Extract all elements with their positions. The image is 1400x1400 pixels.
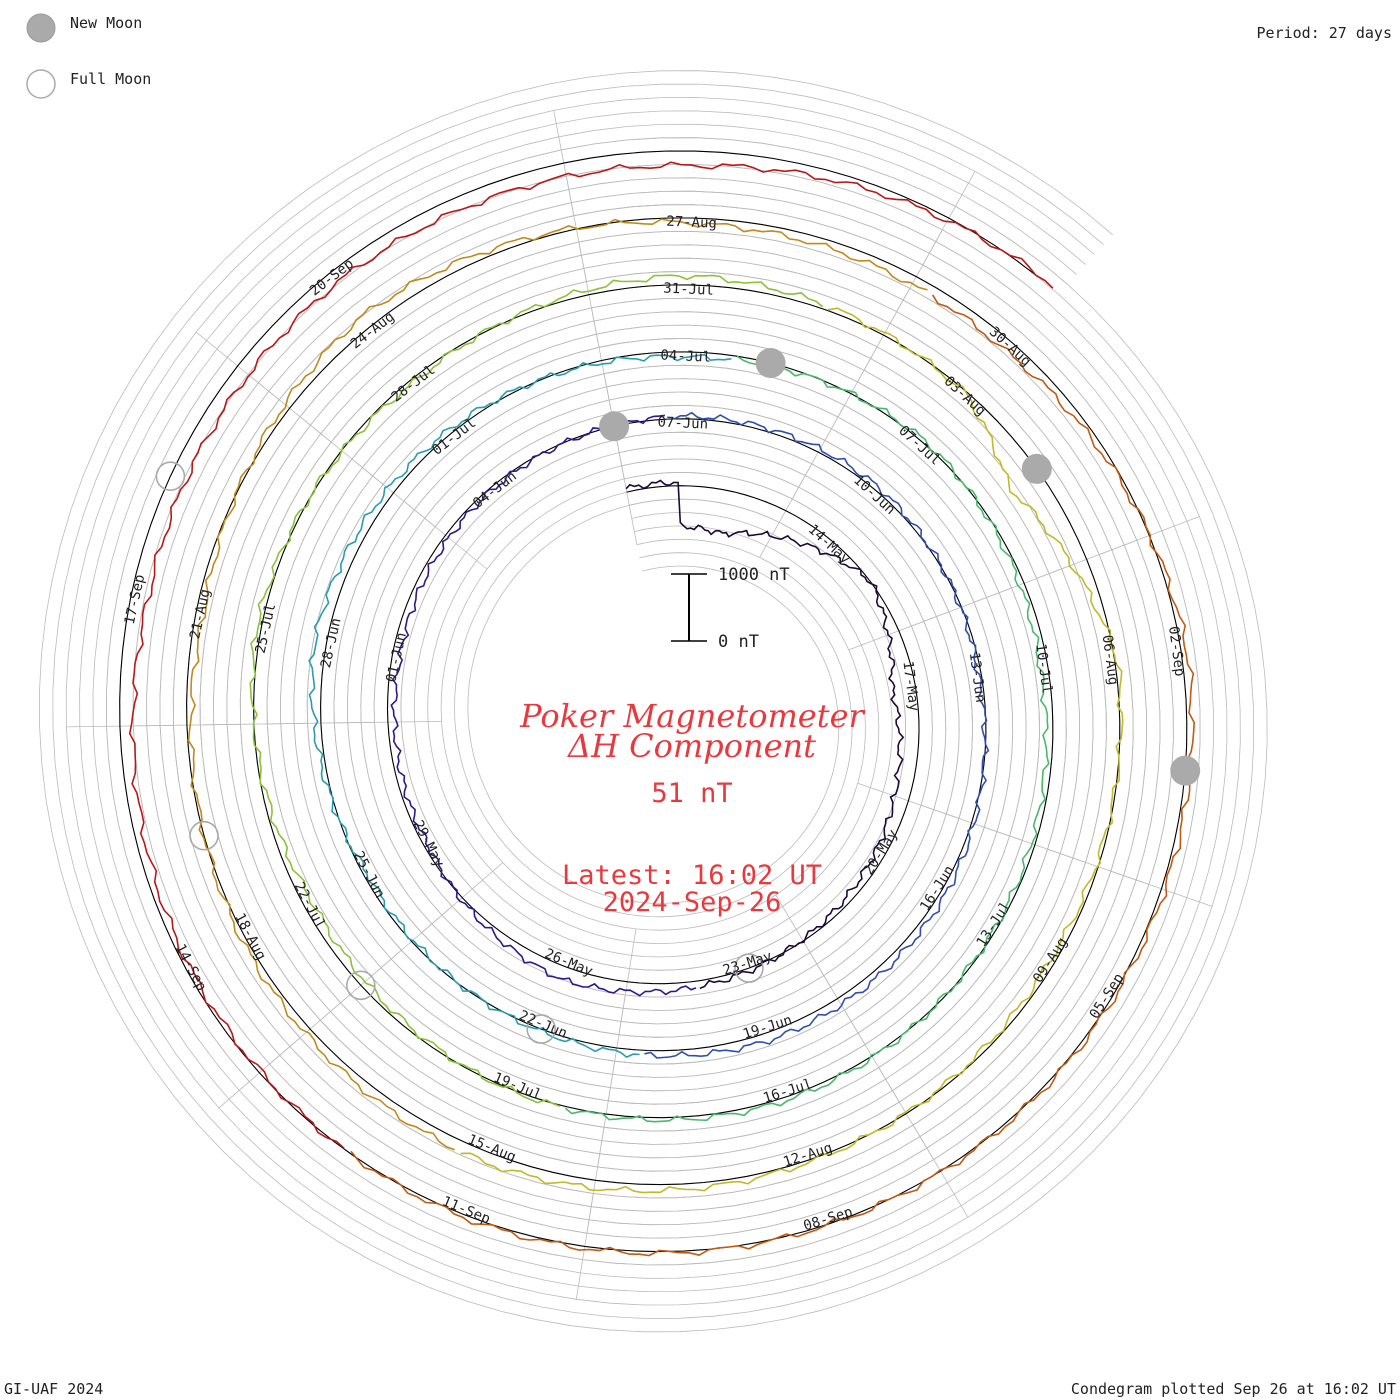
date-label: 14-May — [805, 522, 853, 568]
trace-segment — [187, 218, 928, 1151]
date-label: 28-Jul — [389, 362, 439, 405]
trace-segment — [644, 411, 990, 1059]
date-label: 12-Aug — [781, 1140, 834, 1170]
date-label: 22-Jul — [291, 880, 329, 932]
date-label: 04-Jun — [470, 468, 520, 511]
legend-new-moon-label: New Moon — [70, 14, 142, 32]
full-moon-marker — [526, 1014, 557, 1044]
chart-title-line1: Poker Magnetometer — [519, 697, 865, 735]
trace-segment — [249, 274, 824, 1108]
new-moon-marker — [1021, 453, 1052, 484]
footer-left: GI-UAF 2024 — [4, 1380, 103, 1398]
trace-segment — [350, 294, 1196, 1257]
baseline-spiral — [119, 150, 1188, 1253]
date-label: 25-Jun — [350, 849, 388, 901]
date-label: 23-May — [721, 948, 774, 978]
trace-segment — [564, 355, 1050, 1123]
date-label: 19-Jun — [741, 1012, 794, 1042]
date-label: 27-Aug — [666, 214, 717, 232]
date-label: 01-Jun — [383, 631, 410, 684]
chart-title-line2: ΔH Component — [566, 727, 816, 765]
full-moon-marker — [155, 461, 186, 492]
grid-spiral — [39, 70, 1268, 1333]
trace-segment — [308, 353, 732, 1059]
date-label: 20-Sep — [307, 256, 357, 299]
date-label: 16-Jul — [761, 1076, 814, 1106]
grid-spiral — [65, 97, 1241, 1306]
latest-date: 2024-Sep-26 — [603, 887, 782, 918]
date-label: 03-Aug — [941, 373, 989, 419]
date-label: 07-Jun — [657, 414, 708, 432]
date-label: 10-Jun — [850, 472, 898, 518]
grid-spiral — [92, 123, 1214, 1279]
date-label: 02-Sep — [1165, 625, 1187, 677]
date-label: 17-May — [899, 660, 921, 712]
date-label: 14-Sep — [172, 941, 210, 993]
date-label: 13-Jun — [966, 651, 988, 703]
full-moon-marker — [734, 953, 764, 983]
date-label: 08-Sep — [802, 1204, 855, 1234]
new-moon-marker — [1170, 755, 1201, 786]
scale-bar-bottom-label: 0 nT — [718, 632, 759, 652]
full-moon-marker — [345, 970, 376, 1001]
date-label: 24-Aug — [348, 309, 398, 352]
scale-bar-top-label: 1000 nT — [718, 565, 790, 585]
legend: New Moon Full Moon — [26, 13, 151, 99]
trace-segment — [390, 414, 697, 997]
new-moon-icon — [26, 13, 56, 43]
date-label: 07-Jul — [895, 423, 943, 469]
date-label: 10-Jul — [1032, 643, 1054, 695]
footer-right: Condegram plotted Sep 26 at 16:02 UT — [1071, 1380, 1396, 1398]
trace-segment — [460, 307, 1124, 1194]
full-moon-icon — [26, 69, 56, 99]
moon-layer — [155, 348, 1201, 1044]
grid-spiral — [79, 110, 1228, 1293]
date-label: 06-Aug — [1099, 634, 1121, 686]
trace-segment — [128, 161, 1054, 1149]
period-label: Period: 27 days — [1257, 24, 1392, 42]
date-label: 31-Jul — [663, 281, 714, 299]
legend-full-moon-label: Full Moon — [70, 70, 151, 88]
date-label: 01-Jul — [429, 415, 479, 458]
date-label: 18-Aug — [231, 911, 269, 963]
scale-bar: 1000 nT 0 nT — [671, 565, 790, 652]
trace-layer — [128, 161, 1196, 1257]
current-value: 51 nT — [651, 778, 732, 809]
trace-segment — [625, 479, 905, 990]
date-label: 04-Jul — [660, 348, 711, 366]
latest-time: Latest: 16:02 UT — [562, 860, 822, 891]
baseline-layer — [119, 150, 1188, 1253]
full-moon-marker — [189, 820, 219, 851]
new-moon-marker — [599, 411, 630, 442]
date-label: 29-May — [410, 818, 448, 870]
new-moon-marker — [755, 348, 786, 378]
date-label: 30-Aug — [986, 324, 1034, 370]
